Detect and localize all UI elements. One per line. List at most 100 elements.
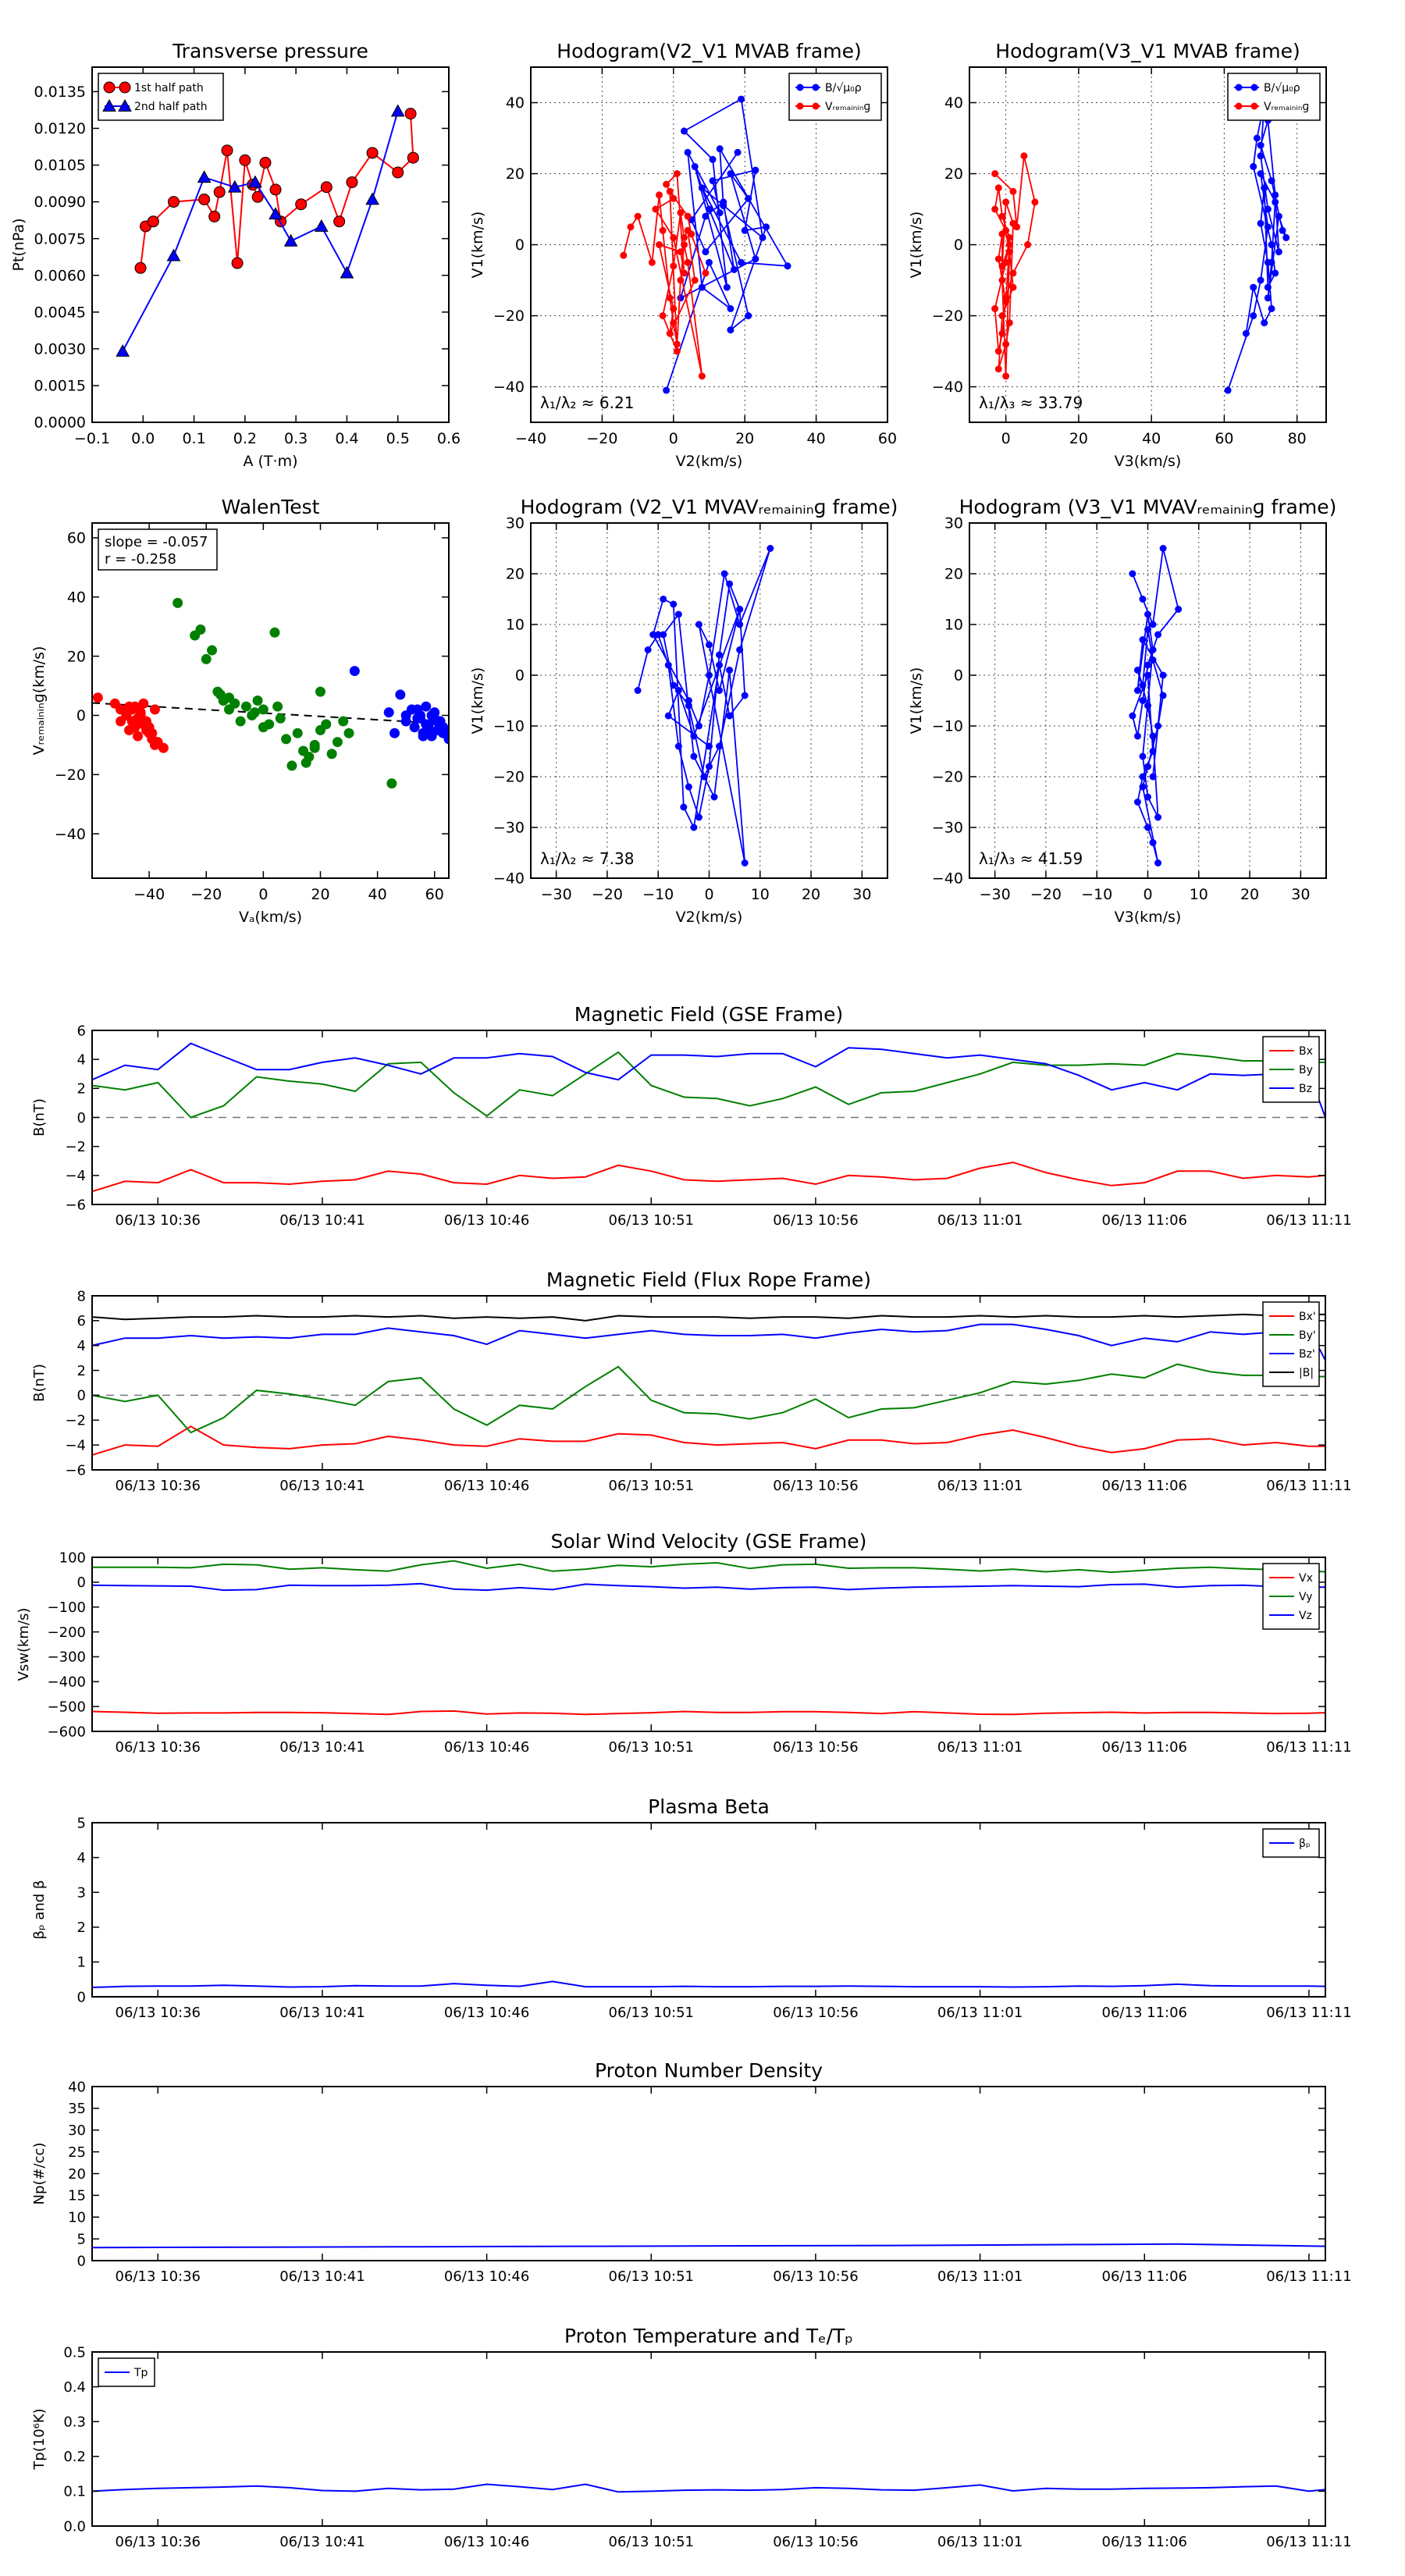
y-tick-label: −30 [932, 820, 963, 837]
data-point [1031, 198, 1039, 206]
chart-title: Magnetic Field (GSE Frame) [574, 1003, 843, 1026]
x-tick-label: 06/13 10:56 [773, 2534, 858, 2550]
data-point [1144, 763, 1151, 770]
series-line-0 [92, 2243, 1325, 2249]
data-point [670, 194, 678, 202]
x-tick-label: 06/13 10:51 [609, 1212, 694, 1229]
y-tick-label: 0.1 [63, 2484, 86, 2500]
x-tick-label: 0.5 [386, 430, 410, 447]
data-point [681, 233, 688, 241]
data-point [767, 545, 774, 552]
data-point [269, 207, 283, 220]
data-point [215, 689, 226, 700]
data-point [691, 162, 699, 170]
x-tick-label: 60 [878, 430, 897, 447]
x-tick-label: 06/13 11:01 [937, 1212, 1023, 1229]
y-tick-label: 0.0030 [34, 341, 86, 358]
x-tick-label: 20 [1069, 430, 1088, 447]
data-point [147, 215, 159, 228]
y-axis-label: V1(km/s) [908, 667, 925, 735]
legend-frame [1227, 73, 1321, 121]
y-tick-label: 2 [77, 1081, 86, 1098]
legend-label: Tp [133, 2367, 148, 2379]
data-point [1005, 319, 1013, 327]
data-point [709, 155, 717, 163]
series-line-0 [92, 1162, 1325, 1193]
data-point [283, 233, 298, 247]
y-axis-label: Pt(nPa) [10, 218, 27, 271]
data-point [1242, 329, 1250, 337]
data-point [710, 793, 718, 801]
data-point [716, 742, 724, 750]
x-tick-label: 06/13 11:06 [1102, 2534, 1187, 2550]
x-tick-label: 06/13 10:46 [444, 2005, 529, 2021]
data-point [660, 631, 667, 639]
data-point [994, 255, 1002, 263]
data-point [627, 223, 635, 231]
x-tick-label: 60 [1215, 430, 1233, 447]
data-point [688, 230, 695, 238]
x-tick-label: 06/13 10:41 [279, 2268, 365, 2285]
x-tick-label: 06/13 10:56 [773, 1739, 858, 1756]
y-tick-label: 25 [68, 2144, 86, 2161]
x-tick-label: 06/13 10:41 [279, 1212, 365, 1229]
y-tick-label: 5 [77, 1815, 86, 1831]
y-tick-label: −300 [48, 1649, 86, 1666]
plot-frame [91, 1557, 1326, 1732]
data-point [1002, 372, 1010, 380]
data-point [684, 148, 692, 156]
data-point [421, 701, 432, 712]
data-point [124, 724, 135, 735]
plot-frame [91, 2086, 1326, 2261]
series-0 [1224, 99, 1290, 394]
y-tick-label: −600 [48, 1724, 86, 1740]
data-layer [92, 1042, 1325, 1193]
legend-label: Bx' [1299, 1311, 1316, 1323]
data-point [649, 631, 657, 639]
x-tick-label: 0 [669, 430, 678, 447]
data-point [349, 666, 360, 677]
data-point [685, 702, 692, 710]
x-tick-label: −10 [1081, 886, 1112, 903]
series-0 [92, 1425, 1325, 1456]
series-line-0 [92, 1710, 1325, 1716]
data-point [166, 248, 181, 262]
x-tick-label: 06/13 11:01 [937, 2534, 1023, 2550]
x-tick-label: 06/13 10:41 [279, 1739, 365, 1756]
series-2 [92, 1042, 1325, 1118]
data-point [698, 372, 706, 380]
data-point [132, 731, 143, 742]
data-point [702, 269, 710, 277]
legend-marker [1250, 102, 1258, 110]
y-tick-label: −200 [48, 1624, 86, 1641]
series-line-1 [92, 1051, 1325, 1119]
y-tick-label: 0 [77, 1989, 86, 2005]
x-tick-label: 0 [704, 886, 713, 903]
data-point [695, 621, 702, 628]
data-layer [620, 95, 791, 394]
chart-tp: 06/13 10:36 06/13 10:41 06/13 10:46 06/13 1… [31, 2325, 1352, 2550]
data-point [390, 104, 405, 117]
series-0 [634, 545, 774, 866]
data-point [730, 265, 738, 273]
y-tick-label: −6 [65, 1197, 86, 1213]
legend-label: Vz [1299, 1610, 1312, 1622]
chart-title: Proton Number Density [595, 2059, 823, 2082]
data-point [723, 283, 731, 291]
series-1 [991, 152, 1039, 380]
data-point [759, 233, 767, 241]
data-point [1159, 545, 1167, 552]
y-tick-label: 0 [77, 2253, 86, 2269]
data-point [258, 704, 269, 715]
data-point [1154, 722, 1162, 730]
x-tick-label: 06/13 10:51 [609, 2268, 694, 2285]
x-tick-label: 06/13 10:36 [116, 2005, 201, 2021]
data-point [286, 760, 297, 771]
chart-walen: −40 −20 0 20 40 60 −40 −20 0 20 40 60 WalenTest Vₐ(km… [30, 496, 450, 926]
data-point [1144, 702, 1151, 710]
data-point [677, 276, 685, 284]
x-tick-label: 06/13 10:36 [116, 2268, 201, 2285]
data-point [698, 283, 706, 291]
